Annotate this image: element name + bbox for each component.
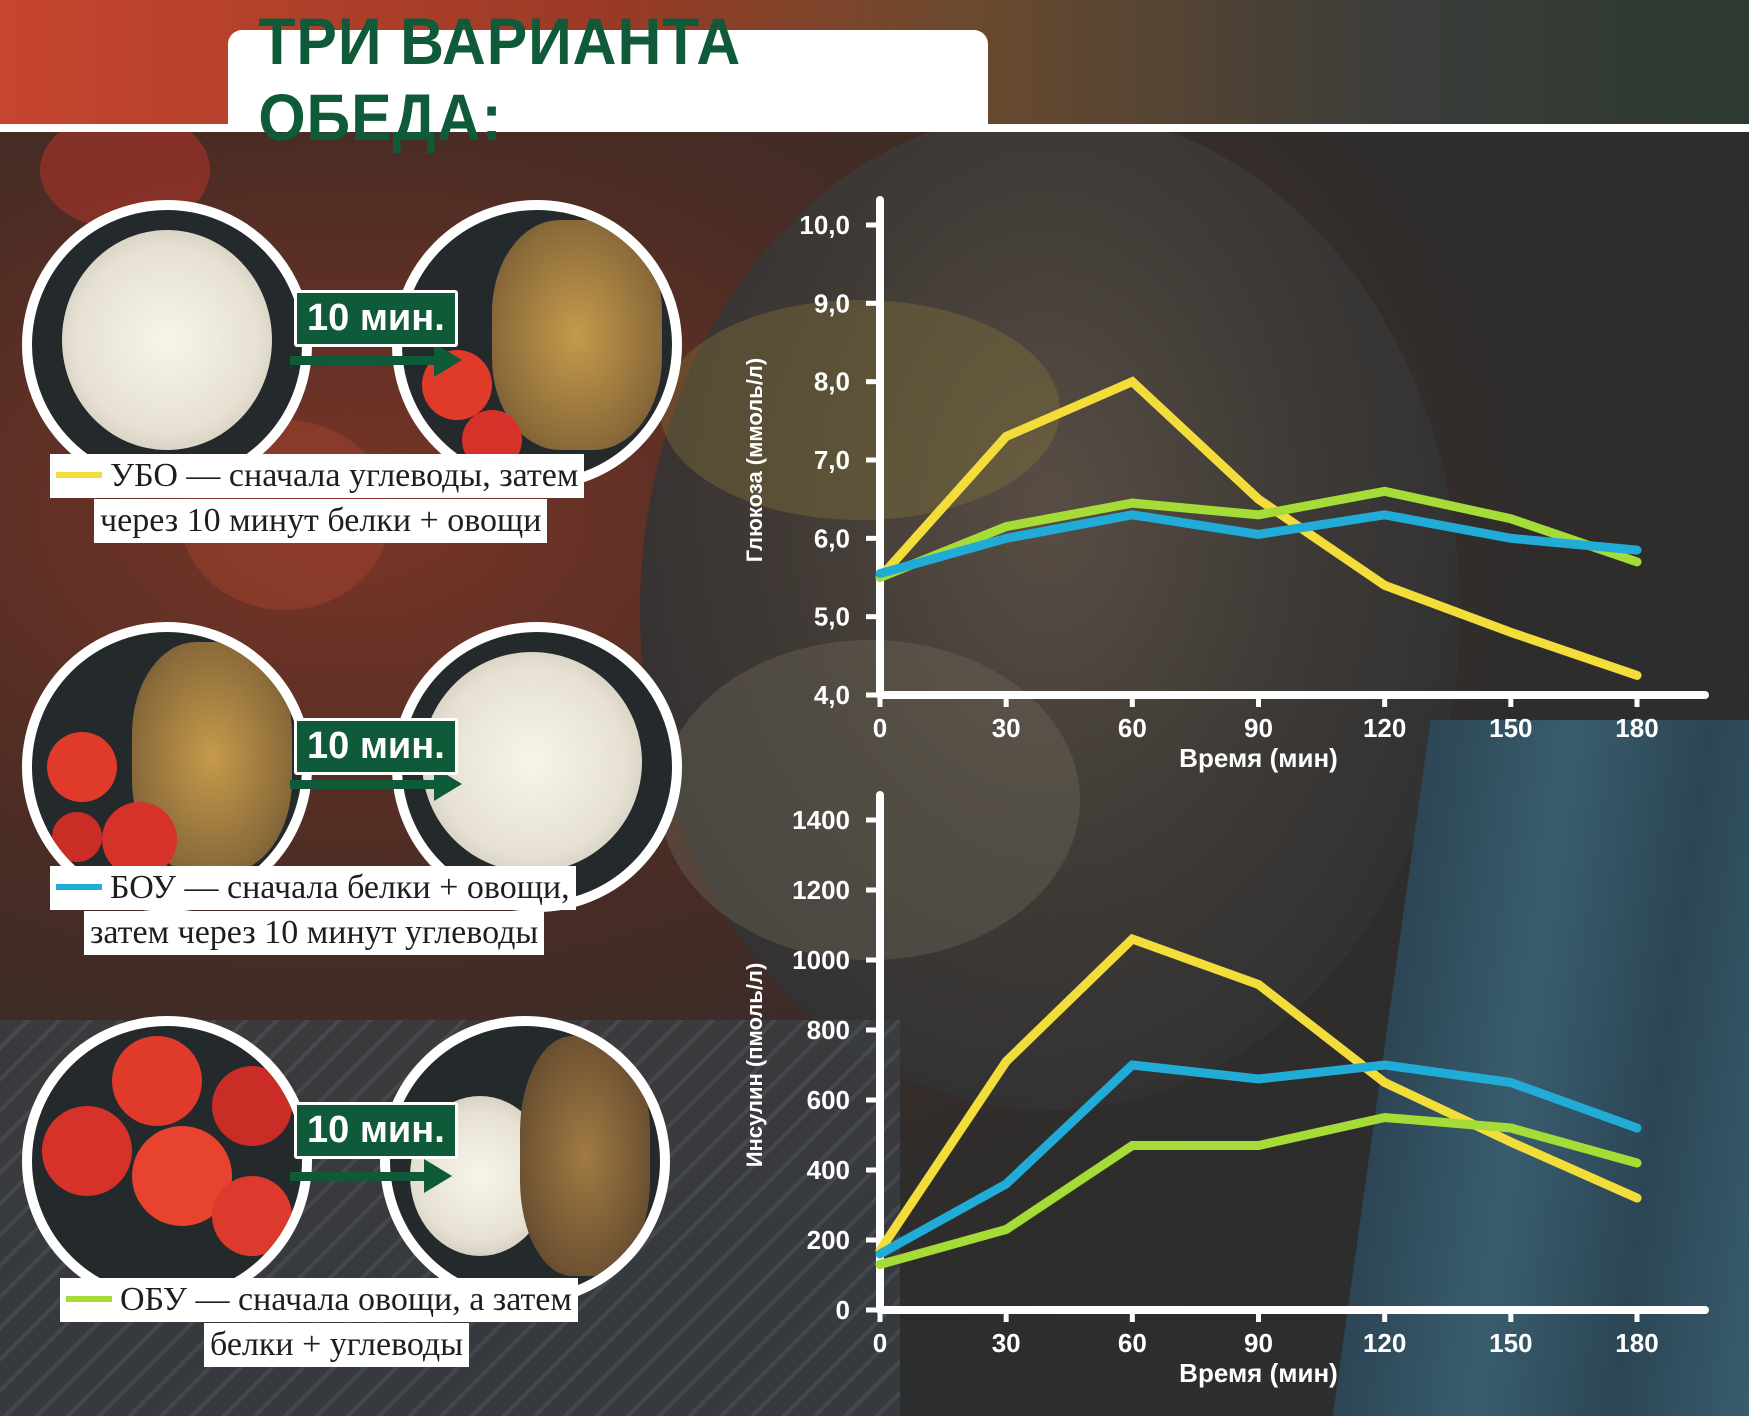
y-tick-label: 7,0	[814, 445, 850, 475]
x-tick-label: 0	[873, 713, 887, 743]
series-line-0	[875, 933, 1642, 1255]
arrow-line	[290, 356, 440, 365]
x-tick-label: 120	[1363, 1328, 1406, 1358]
arrow-line	[290, 1172, 430, 1181]
y-tick-label: 5,0	[814, 602, 850, 632]
legend-swatch-green	[66, 1296, 112, 1303]
caption-line-2: белки + углеводы	[210, 1326, 464, 1363]
caption-line-2: затем через 10 минут углеводы	[90, 914, 539, 951]
meal-caption: ОБУ — сначала овощи, а затем белки + угл…	[60, 1278, 578, 1368]
y-axis-title: Глюкоза (ммоль/л)	[742, 358, 767, 562]
y-tick-label: 6,0	[814, 523, 850, 553]
glucose-chart: 4,0 5,0 6,0 7,0 8,0 9,0 10,0 0 30 60 90 120 150 180 Вр…	[742, 196, 1709, 773]
x-tick-label: 90	[1244, 713, 1273, 743]
caption-line-1: УБО — сначала углеводы, затем	[110, 457, 579, 494]
legend-swatch-yellow	[56, 472, 102, 479]
x-tick-label: 120	[1363, 713, 1406, 743]
y-tick-label: 400	[807, 1155, 850, 1185]
x-tick-label: 150	[1489, 713, 1532, 743]
arrow-head	[434, 343, 462, 377]
x-tick-label: 180	[1615, 713, 1658, 743]
series-line-1	[875, 486, 1642, 582]
y-tick-label: 800	[807, 1015, 850, 1045]
y-tick-label: 1400	[792, 805, 850, 835]
arrow-line	[290, 780, 440, 789]
x-axis-title: Время (мин)	[1179, 1358, 1338, 1388]
meal-caption: БОУ — сначала белки + овощи, затем через…	[50, 866, 576, 956]
y-tick-label: 8,0	[814, 367, 850, 397]
x-tick-label: 90	[1244, 1328, 1273, 1358]
x-tick-label: 150	[1489, 1328, 1532, 1358]
title-box: ТРИ ВАРИАНТА ОБЕДА:	[228, 4, 988, 154]
y-axis-title: Инсулин (пмоль/л)	[742, 963, 767, 1168]
insulin-chart: 0 200 400 600 800 1000 1200 1400 0 30 60 90 120 150 18…	[742, 791, 1709, 1388]
caption-line-2: через 10 минут белки + овощи	[100, 502, 542, 539]
interval-badge: 10 мин.	[294, 718, 458, 775]
series-line-2	[875, 510, 1642, 579]
interval-badge: 10 мин.	[294, 1102, 458, 1159]
plate-rice	[22, 200, 312, 490]
y-tick-label: 1200	[792, 875, 850, 905]
y-tick-label: 1000	[792, 945, 850, 975]
page-title: ТРИ ВАРИАНТА ОБЕДА:	[258, 4, 742, 154]
y-tick-label: 0	[836, 1295, 850, 1325]
arrow-head	[424, 1159, 452, 1193]
caption-line-1: БОУ — сначала белки + овощи,	[110, 869, 570, 906]
x-tick-label: 30	[992, 713, 1021, 743]
plate-tomatoes	[22, 1016, 312, 1306]
x-axis-title: Время (мин)	[1179, 743, 1338, 773]
caption-line-1: ОБУ — сначала овощи, а затем	[120, 1281, 572, 1318]
x-tick-label: 30	[992, 1328, 1021, 1358]
plate-fish-tomatoes	[22, 622, 312, 912]
x-tick-label: 180	[1615, 1328, 1658, 1358]
series-line-0	[875, 376, 1642, 680]
interval-badge: 10 мин.	[294, 290, 458, 347]
legend-swatch-blue	[56, 884, 102, 891]
y-tick-label: 4,0	[814, 680, 850, 710]
x-tick-label: 60	[1118, 713, 1147, 743]
x-tick-label: 60	[1118, 1328, 1147, 1358]
y-tick-label: 200	[807, 1225, 850, 1255]
y-tick-label: 9,0	[814, 288, 850, 318]
x-tick-label: 0	[873, 1328, 887, 1358]
meal-caption: УБО — сначала углеводы, затем через 10 м…	[50, 454, 585, 544]
y-tick-label: 10,0	[799, 210, 850, 240]
series-line-1	[875, 1060, 1642, 1259]
header-divider	[0, 124, 1749, 132]
y-tick-label: 600	[807, 1085, 850, 1115]
series-line-2	[875, 1112, 1642, 1269]
